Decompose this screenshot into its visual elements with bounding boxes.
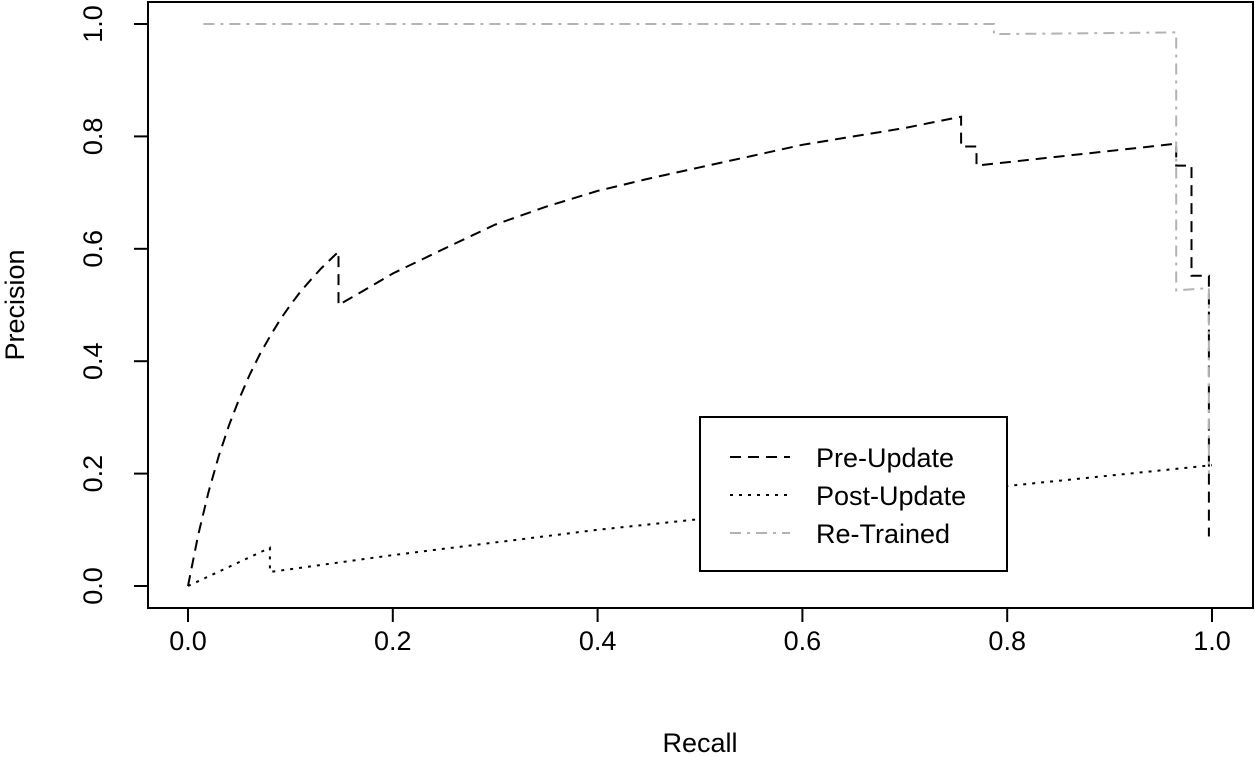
x-tick-label: 0.2 — [374, 626, 412, 656]
x-axis-label: Recall — [662, 728, 737, 757]
series-line-pre-update — [187, 115, 1210, 587]
x-axis: 0.0 0.2 0.4 0.6 0.8 1.0 — [169, 607, 1231, 656]
y-tick-label: 0.8 — [78, 118, 108, 156]
y-tick-label: 0.2 — [78, 455, 108, 493]
legend: Pre-Update Post-Update Re-Trained — [699, 416, 1008, 572]
x-tick-label: 0.0 — [169, 626, 207, 656]
legend-label: Pre-Update — [816, 443, 954, 473]
legend-label: Post-Update — [816, 481, 966, 511]
x-tick-label: 0.8 — [988, 626, 1026, 656]
series-line-re-trained — [203, 23, 1210, 474]
y-tick-label: 0.4 — [78, 342, 108, 380]
x-tick-label: 0.6 — [784, 626, 822, 656]
y-tick-label: 0.6 — [78, 230, 108, 268]
legend-label: Re-Trained — [816, 519, 950, 549]
y-axis: 0.0 0.2 0.4 0.6 0.8 1.0 — [78, 5, 149, 605]
x-tick-label: 1.0 — [1193, 626, 1231, 656]
y-tick-label: 0.0 — [78, 567, 108, 605]
y-axis-label: Precision — [0, 249, 30, 360]
y-tick-label: 1.0 — [78, 5, 108, 43]
x-tick-label: 0.4 — [579, 626, 617, 656]
series-layer — [187, 23, 1213, 587]
legend-box — [699, 416, 1008, 572]
legend-items: Pre-Update Post-Update Re-Trained — [730, 443, 966, 549]
